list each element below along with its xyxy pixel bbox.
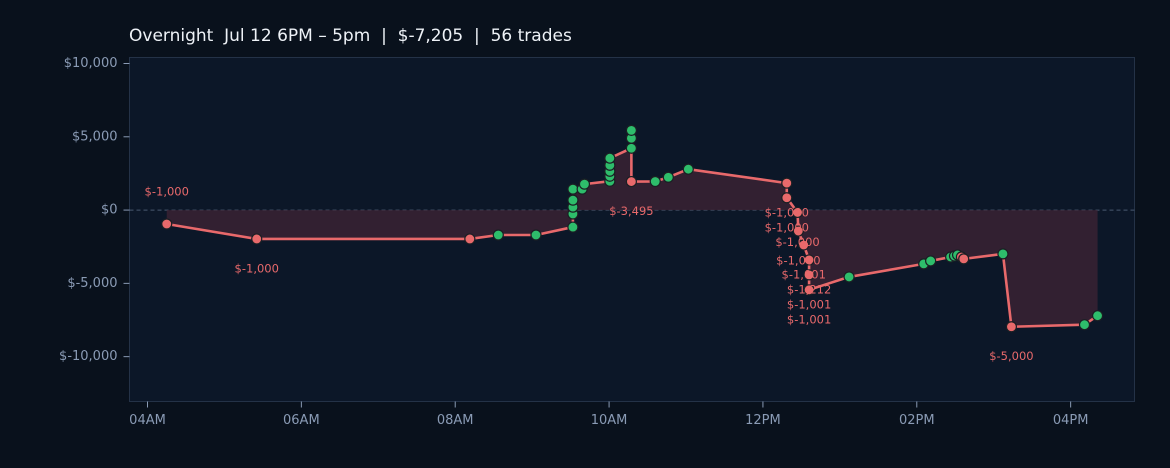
trade-marker bbox=[567, 221, 579, 233]
x-tick-label: 04PM bbox=[1053, 413, 1089, 428]
trade-marker bbox=[161, 218, 173, 230]
x-tick-label: 12PM bbox=[745, 413, 781, 428]
trade-marker bbox=[781, 192, 793, 204]
trade-label: $-1,001 bbox=[782, 267, 826, 281]
trade-marker bbox=[925, 255, 937, 267]
trade-label: $-1,001 bbox=[787, 312, 831, 326]
trade-marker bbox=[1005, 321, 1018, 333]
trade-marker bbox=[803, 254, 815, 266]
y-tick-label: $10,000 bbox=[64, 56, 118, 71]
trade-marker bbox=[682, 163, 694, 175]
trade-marker bbox=[791, 206, 804, 219]
trade-marker bbox=[625, 124, 637, 136]
area bbox=[166, 130, 1098, 327]
trade-label: $-1,000 bbox=[235, 261, 279, 275]
trade-label: $-1,000 bbox=[765, 220, 809, 234]
trade-label: $-1,000 bbox=[776, 254, 820, 268]
y-tick-label: $-10,000 bbox=[59, 349, 117, 364]
chart-title: Overnight Jul 12 6PM – 5pm | $-7,205 | 5… bbox=[129, 26, 572, 46]
trade-label: $-1,212 bbox=[787, 282, 831, 296]
x-tick-label: 04AM bbox=[129, 413, 166, 428]
trade-label: $-5,000 bbox=[989, 349, 1033, 363]
trade-label: $-1,001 bbox=[787, 297, 831, 311]
trade-marker bbox=[492, 229, 504, 241]
trade-marker bbox=[567, 194, 579, 206]
trade-label: $-1,000 bbox=[765, 206, 809, 220]
trade-label: $-1,000 bbox=[775, 235, 819, 249]
trade-marker bbox=[625, 142, 637, 154]
trade-marker bbox=[530, 229, 542, 241]
trade-marker bbox=[578, 178, 591, 190]
trade-marker bbox=[604, 152, 616, 164]
trade-marker bbox=[798, 239, 810, 251]
trade-marker bbox=[1078, 319, 1091, 331]
trade-marker bbox=[625, 175, 637, 188]
trade-marker bbox=[792, 225, 804, 237]
y-tick-label: $5,000 bbox=[72, 129, 118, 144]
x-tick-label: 06AM bbox=[283, 413, 320, 428]
trade-marker bbox=[803, 269, 815, 281]
trade-marker bbox=[567, 183, 579, 195]
trade-marker bbox=[464, 233, 476, 245]
y-tick-label: $0 bbox=[101, 203, 118, 218]
trade-marker bbox=[997, 248, 1009, 260]
trade-marker bbox=[843, 271, 855, 283]
trade-label: $-3,495 bbox=[609, 204, 653, 218]
x-tick-label: 10AM bbox=[591, 413, 628, 428]
trade-label: $-1,000 bbox=[145, 185, 189, 199]
trade-marker bbox=[781, 177, 793, 189]
trade-marker bbox=[958, 253, 970, 265]
trade-marker bbox=[251, 233, 263, 245]
trade-marker bbox=[649, 175, 661, 188]
trade-marker bbox=[662, 171, 674, 183]
trade-marker bbox=[803, 284, 815, 296]
trade-marker bbox=[1091, 310, 1104, 322]
x-tick-label: 02PM bbox=[899, 413, 935, 428]
y-tick-label: $-5,000 bbox=[67, 276, 117, 291]
x-tick-label: 08AM bbox=[437, 413, 474, 428]
